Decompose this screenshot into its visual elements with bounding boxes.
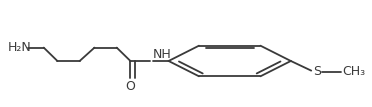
Text: S: S	[313, 65, 321, 78]
Text: H₂N: H₂N	[8, 41, 32, 54]
Text: CH₃: CH₃	[343, 65, 366, 78]
Text: NH: NH	[153, 48, 172, 61]
Text: O: O	[125, 80, 135, 93]
